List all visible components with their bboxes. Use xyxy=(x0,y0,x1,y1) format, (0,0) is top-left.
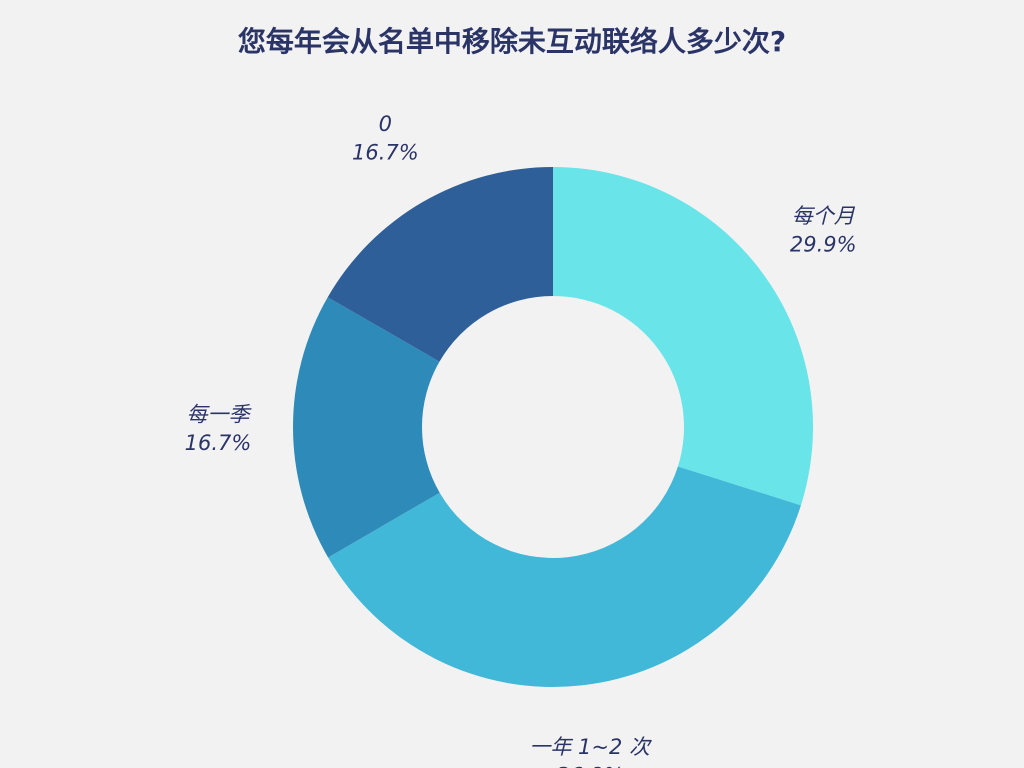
donut-slice-2 xyxy=(292,297,440,558)
slice-percent-label: 16.7% xyxy=(352,140,419,164)
slice-label-3: 0 16.7% xyxy=(352,112,419,164)
slice-category-label: 每一季 xyxy=(187,403,253,427)
slice-percent-label: 16.7% xyxy=(185,431,252,455)
slice-percent-label: 36.8% xyxy=(556,763,623,768)
slice-category-label: 一年 1~2 次 xyxy=(529,735,652,759)
donut-slice-1 xyxy=(328,466,801,687)
slice-category-label: 每个月 xyxy=(792,204,856,228)
donut-slice-3 xyxy=(327,167,553,362)
donut-slice-0 xyxy=(553,167,813,506)
slice-category-label: 0 xyxy=(379,112,392,136)
slice-label-2: 每一季 16.7% xyxy=(185,403,253,455)
slice-percent-label: 29.9% xyxy=(790,232,857,256)
slice-label-0: 每个月 29.9% xyxy=(790,204,857,256)
slice-label-1: 一年 1~2 次 36.8% xyxy=(529,735,652,768)
chart-title: 您每年会从名单中移除未互动联络人多少次? xyxy=(237,25,787,58)
